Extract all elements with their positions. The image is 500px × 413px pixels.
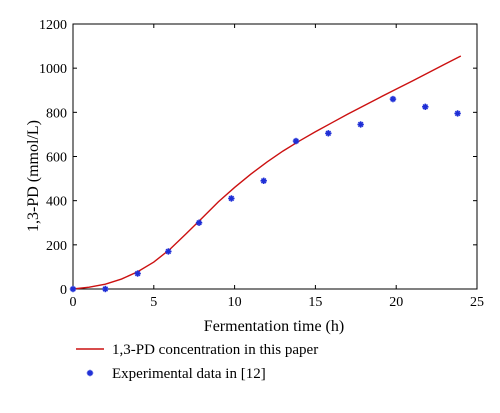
series-line-model (72, 55, 462, 290)
legend-label: 1,3-PD concentration in this paper (112, 342, 318, 358)
y-tick-label: 600 (46, 151, 67, 166)
data-point-experimental (260, 177, 267, 184)
data-point-experimental (422, 103, 429, 111)
y-tick-label: 800 (46, 106, 67, 121)
data-point-experimental (454, 110, 461, 117)
data-point-experimental (102, 285, 109, 293)
y-tick-label: 200 (46, 239, 67, 254)
x-axis-label: Fermentation time (h) (204, 318, 344, 335)
y-axis-label: 1,3-PD (mmol/L) (25, 120, 42, 232)
x-tick-label: 10 (228, 295, 242, 310)
data-point-experimental (69, 285, 77, 293)
data-point-experimental (292, 137, 300, 145)
x-tick-label: 0 (70, 295, 77, 310)
data-point-experimental (195, 219, 203, 226)
data-point-experimental (357, 121, 364, 128)
data-point-experimental (165, 248, 172, 255)
y-tick-label: 400 (46, 195, 67, 210)
legend-swatch-marker (86, 369, 94, 377)
x-tick-label: 5 (150, 295, 157, 310)
data-point-experimental (389, 95, 397, 103)
plot-area: 0 5 10 15 20 25 0 200 400 600 800 1000 1200 (39, 18, 484, 310)
data-point-experimental (228, 195, 235, 202)
y-tick-label: 0 (60, 283, 67, 298)
x-tick-label: 15 (308, 295, 322, 310)
y-tick-label: 1200 (39, 18, 67, 33)
x-tick-label: 20 (389, 295, 403, 310)
legend: 1,3-PD concentration in this paper Experi… (76, 342, 318, 382)
y-tick-label: 1000 (39, 62, 67, 77)
data-point-experimental (325, 130, 332, 137)
legend-label: Experimental data in [12] (112, 366, 266, 382)
x-tick-label: 25 (470, 295, 484, 310)
data-point-experimental (134, 270, 141, 277)
